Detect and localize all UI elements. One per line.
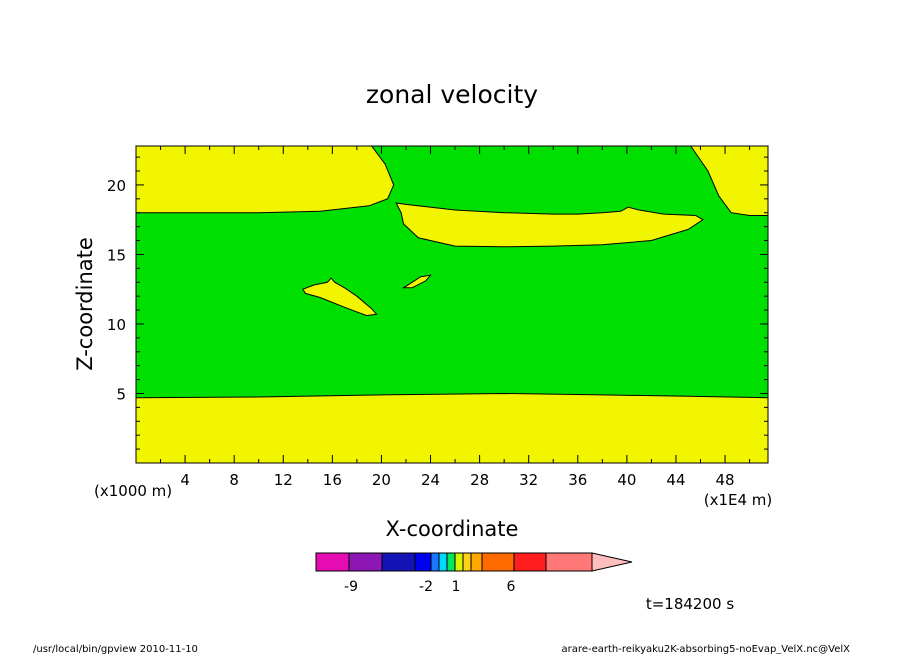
colorbar-segment xyxy=(462,552,472,572)
colorbar-segment xyxy=(438,552,448,572)
x-axis-title: X-coordinate xyxy=(386,517,519,541)
y-units-label: (x1000 m) xyxy=(94,482,172,500)
colorbar-segment xyxy=(430,552,440,572)
x-tick-label: 40 xyxy=(617,471,636,489)
x-tick-label: 16 xyxy=(323,471,342,489)
x-tick-label: 12 xyxy=(274,471,293,489)
colorbar-segment xyxy=(545,552,593,572)
x-tick-label: 48 xyxy=(716,471,735,489)
x-tick-label: 36 xyxy=(568,471,587,489)
plot-frame xyxy=(135,145,769,464)
y-tick-label: 10 xyxy=(107,316,126,334)
contour-region-low xyxy=(135,392,769,464)
contour-region-top-left xyxy=(135,145,395,214)
contour-region-blob-b xyxy=(401,274,432,289)
chart-title: zonal velocity xyxy=(366,80,538,109)
x-tick-label: 28 xyxy=(470,471,489,489)
colorbar-segment xyxy=(315,552,350,572)
colorbar-label: 6 xyxy=(507,579,516,595)
colorbar-segment xyxy=(513,552,547,572)
x-tick-label: 8 xyxy=(229,471,239,489)
colorbar-segment xyxy=(481,552,515,572)
y-tick-label: 5 xyxy=(116,385,126,403)
x-tick-label: 32 xyxy=(519,471,538,489)
contour-region-upper-band xyxy=(395,202,704,248)
colorbar-label: 1 xyxy=(452,579,461,595)
x-tick-label: 44 xyxy=(666,471,685,489)
time-label: t=184200 s xyxy=(646,595,734,613)
y-tick-label: 20 xyxy=(107,177,126,195)
x-tick-label: 20 xyxy=(372,471,391,489)
colorbar-label: -9 xyxy=(344,579,358,595)
colorbar-segment xyxy=(470,552,483,572)
x-units-label: (x1E4 m) xyxy=(704,491,773,509)
x-tick-label: 24 xyxy=(421,471,440,489)
footer-right: arare-earth-reikyaku2K-absorbing5-noEvap… xyxy=(562,644,851,654)
colorbar-segment xyxy=(414,552,432,572)
contour-region-blob-a xyxy=(302,277,378,317)
y-tick-label: 15 xyxy=(107,246,126,264)
contour-regions xyxy=(135,145,769,464)
y-axis-title: Z-coordinate xyxy=(73,237,97,371)
colorbar-label: -2 xyxy=(419,579,433,595)
colorbar-arrow xyxy=(591,552,633,572)
colorbar-segment xyxy=(348,552,383,572)
colorbar-segment xyxy=(446,552,456,572)
footer-left: /usr/local/bin/gpview 2010-11-10 xyxy=(33,644,198,654)
colorbar: -9 -2 1 6 xyxy=(315,552,633,595)
colorbar-segment xyxy=(454,552,464,572)
x-tick-label: 4 xyxy=(180,471,190,489)
colorbar-segment xyxy=(381,552,416,572)
